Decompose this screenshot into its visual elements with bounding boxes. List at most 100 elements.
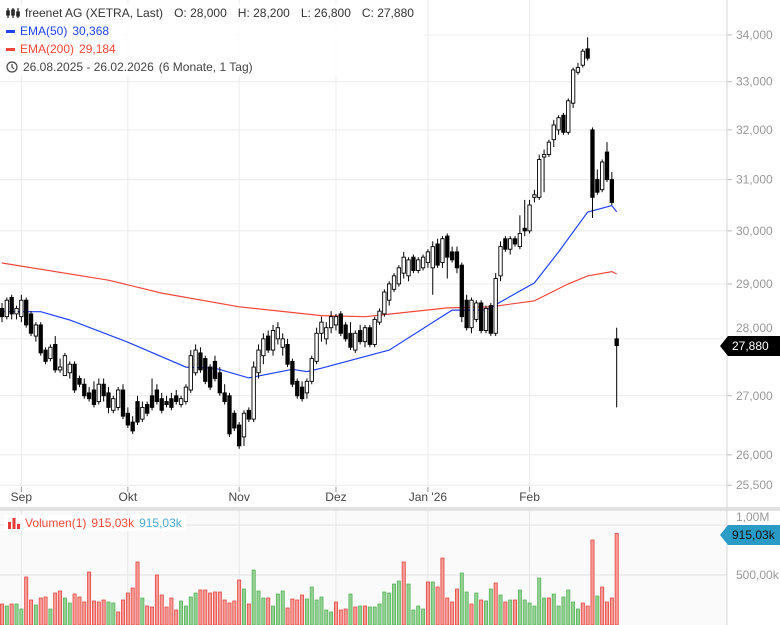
volume-bar [96,601,101,625]
candle-body [164,401,169,405]
candle [19,294,24,323]
candle-body [285,344,290,365]
candle-body [203,358,208,382]
candle-body [382,291,387,315]
volume-bar [140,597,145,625]
candle [387,281,392,306]
volume-bar [116,611,121,625]
time-axis-label: Sep [11,490,33,504]
candle-body [280,338,285,348]
candle-body [154,389,160,403]
candle-body [532,194,537,198]
ema200-value: 29,184 [79,42,116,56]
volume-bar [566,589,571,625]
candle [503,236,508,252]
volume-bar [232,600,237,625]
volume-bar [275,593,280,625]
bar-chart-icon [8,517,20,529]
volume-bar [590,539,595,625]
candle-body [116,389,121,408]
candle [28,311,34,337]
candle-body [464,299,469,329]
volume-bar [561,596,566,625]
volume-bar [338,609,343,625]
volume-bar [517,589,522,625]
candle [580,48,585,68]
volume-bar [537,577,542,625]
candle-body [261,338,266,357]
candle-body [319,321,324,334]
candle-body [401,256,406,274]
candle-body [222,392,227,403]
candle [0,302,5,323]
volume-bar [280,590,285,625]
candlestick-settings-icon[interactable] [6,7,20,19]
volume-bar [600,586,605,625]
volume-bar [450,601,455,625]
candle [609,172,614,206]
instrument-title: freenet AG (XETRA, Last) [25,6,164,20]
candle [324,322,329,345]
clock-icon [6,61,18,73]
volume-bar [87,571,92,625]
candle [348,322,353,351]
volume-bar [246,603,251,625]
candle [570,67,576,109]
candle [541,149,547,193]
candle [517,215,523,250]
candle-body [590,129,595,198]
candle-body [483,307,489,331]
candle-body [406,259,411,277]
volume-bar [459,572,464,625]
candle-body [232,412,237,429]
volume-bar [382,591,387,625]
candle-body [251,366,256,420]
candle-body [19,299,24,318]
candle-body [609,179,614,203]
candle [174,389,179,405]
candle [4,297,9,320]
volume-bar [411,609,416,625]
candle-body [169,398,174,408]
price-axis-label: 25,500 [736,478,773,492]
candle [362,324,368,348]
volume-bar [392,583,396,625]
volume-bar [401,561,406,625]
volume-bar [72,593,77,625]
volume-bar [145,605,150,625]
candle [479,300,484,334]
ema200-legend[interactable]: EMA(200) 29,184 [6,40,420,58]
candle-body [140,406,145,420]
candle-body [28,313,34,334]
candle [183,384,189,405]
candle-body [14,307,19,315]
candle [498,241,503,282]
volume-bar [522,599,527,625]
candle-body [338,313,343,334]
volume-bar [154,574,159,625]
candle [149,378,155,411]
ema50-legend[interactable]: EMA(50) 30,368 [6,22,420,40]
ema200-line [1,262,617,318]
ema50-swatch [6,29,15,33]
candle [343,322,348,342]
candle [101,378,106,402]
volume-bar [208,592,213,625]
price-axis-label: 29,000 [736,277,773,291]
candle [120,384,126,420]
volume-bar [353,606,358,625]
ohlc-row: freenet AG (XETRA, Last) O: 28,000 H: 28… [6,4,420,22]
candle [440,236,445,268]
candle [9,294,14,320]
volume-bar [290,598,295,625]
volume-bar [130,587,135,625]
candle [256,344,261,379]
candle-body [101,383,106,397]
candle-body [295,380,300,397]
volume-bar [527,602,532,625]
volume-bar [358,605,363,625]
candle-body [72,363,77,391]
candle-body [106,392,111,408]
candle-body [198,352,203,371]
